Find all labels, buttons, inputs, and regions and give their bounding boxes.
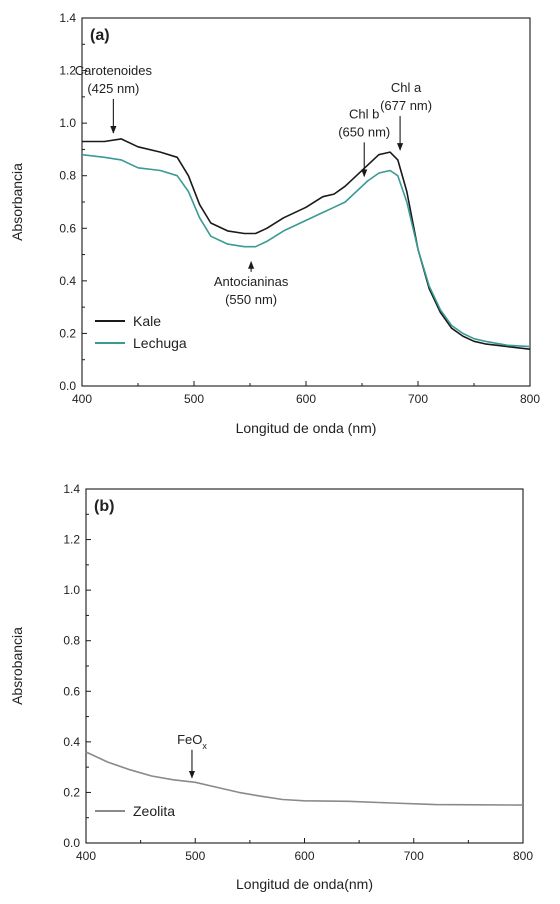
y-tick-label: 0.4	[59, 274, 76, 288]
x-tick-label: 600	[296, 392, 316, 406]
chart-panel-a: 400 500 600 700 800 0.0 0.2 0.4 0.6 0.8 1.0 1.2 1.4 L…	[9, 11, 540, 436]
x-axis-label: Longitud de onda (nm)	[236, 420, 377, 436]
legend-label-zeolita: Zeolita	[133, 803, 175, 819]
plot-frame	[85, 488, 524, 844]
annotation-label: Chl b	[349, 106, 379, 121]
series-line-kale	[82, 138, 531, 350]
x-axis-label: Longitud de onda(nm)	[236, 876, 373, 892]
x-tick-label: 600	[294, 849, 314, 863]
annotation-label: Chl a	[391, 80, 422, 95]
y-axis-label: Absorbancia	[9, 163, 25, 241]
y-tick-label: 0.2	[63, 785, 80, 799]
legend-label-kale: Kale	[133, 313, 161, 329]
panel-label: (a)	[90, 27, 110, 44]
annotation-label: (677 nm)	[380, 98, 432, 113]
y-tick-label: 0.6	[59, 221, 76, 235]
y-tick-label: 0.6	[63, 684, 80, 698]
y-tick-label: 1.2	[63, 533, 80, 547]
y-tick-label: 0.8	[63, 634, 80, 648]
x-tick-label: 500	[185, 849, 205, 863]
y-tick-label: 0.0	[59, 379, 76, 393]
annotation-label: (650 nm)	[338, 124, 390, 139]
x-tick-label: 800	[513, 849, 533, 863]
x-tick-label: 700	[404, 849, 424, 863]
annotation-label: FeOx	[177, 732, 207, 751]
series-line-lechuga	[81, 153, 531, 348]
x-tick-label: 800	[520, 392, 540, 406]
y-tick-label: 0.4	[63, 735, 80, 749]
y-tick-label: 1.0	[63, 583, 80, 597]
annotation-label: Carotenoides	[75, 63, 153, 78]
chart-panel-b: 400 500 600 700 800 0.0 0.2 0.4 0.6 0.8 1.0 1.2 1.4 L…	[9, 482, 533, 892]
y-axis-label: Absrobancia	[9, 627, 25, 705]
x-tick-label: 400	[72, 392, 92, 406]
annotation-label: (425 nm)	[87, 81, 139, 96]
x-tick-label: 700	[408, 392, 428, 406]
y-tick-label: 1.2	[59, 64, 76, 78]
series-line-zeolita	[85, 751, 524, 806]
legend-label-lechuga: Lechuga	[133, 335, 187, 351]
y-tick-label: 0.2	[59, 326, 76, 340]
x-tick-label: 500	[184, 392, 204, 406]
y-tick-label: 1.4	[63, 482, 80, 496]
y-tick-label: 0.8	[59, 169, 76, 183]
y-tick-label: 0.0	[63, 836, 80, 850]
annotation-label: (550 nm)	[225, 292, 277, 307]
x-tick-label: 400	[76, 849, 96, 863]
annotation-label: Antocianinas	[214, 274, 289, 289]
panel-label: (b)	[94, 498, 114, 515]
y-tick-label: 1.0	[59, 116, 76, 130]
y-tick-label: 1.4	[59, 11, 76, 25]
